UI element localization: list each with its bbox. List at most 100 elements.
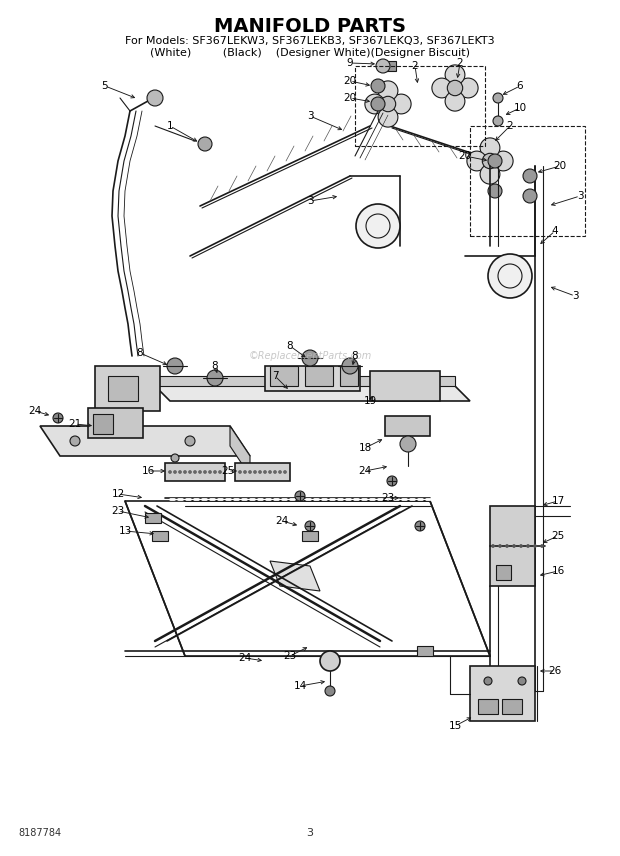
Bar — [305, 366, 333, 386]
Text: 6: 6 — [516, 81, 523, 91]
Circle shape — [494, 152, 513, 171]
Text: 3: 3 — [572, 291, 578, 301]
Circle shape — [493, 93, 503, 103]
Text: 8187784: 8187784 — [18, 828, 61, 838]
Circle shape — [371, 79, 385, 93]
Circle shape — [283, 471, 286, 473]
Circle shape — [505, 544, 508, 548]
Circle shape — [254, 471, 257, 473]
Circle shape — [523, 189, 537, 203]
Circle shape — [467, 152, 487, 171]
Circle shape — [167, 358, 183, 374]
Circle shape — [523, 169, 537, 183]
Text: 15: 15 — [448, 721, 462, 731]
Bar — [470, 126, 585, 236]
Circle shape — [203, 471, 206, 473]
Circle shape — [302, 350, 318, 366]
Bar — [340, 366, 358, 386]
Circle shape — [488, 254, 532, 298]
Circle shape — [188, 471, 192, 473]
Circle shape — [387, 476, 397, 486]
Text: 9: 9 — [347, 58, 353, 68]
Text: 18: 18 — [358, 443, 371, 453]
Circle shape — [193, 471, 197, 473]
Text: 24: 24 — [358, 466, 371, 476]
Circle shape — [482, 153, 498, 169]
Text: 8: 8 — [286, 341, 293, 351]
Text: 16: 16 — [141, 466, 154, 476]
Circle shape — [342, 358, 358, 374]
Circle shape — [171, 454, 179, 462]
Text: 24: 24 — [29, 406, 42, 416]
Circle shape — [526, 544, 529, 548]
Bar — [88, 408, 143, 438]
Circle shape — [488, 154, 502, 168]
Bar — [108, 376, 138, 401]
Text: 3: 3 — [307, 111, 313, 121]
Bar — [382, 61, 396, 71]
Text: 12: 12 — [112, 489, 125, 499]
Circle shape — [184, 471, 187, 473]
Circle shape — [198, 137, 212, 151]
Text: 2: 2 — [457, 58, 463, 68]
Bar — [235, 463, 290, 481]
Circle shape — [378, 81, 398, 101]
Text: 8: 8 — [352, 351, 358, 361]
Circle shape — [264, 471, 267, 473]
Circle shape — [541, 544, 544, 548]
Circle shape — [169, 471, 172, 473]
Polygon shape — [265, 366, 360, 391]
Circle shape — [458, 78, 478, 98]
Circle shape — [445, 65, 465, 85]
Polygon shape — [40, 426, 250, 456]
Circle shape — [295, 491, 305, 501]
Text: 7: 7 — [272, 371, 278, 381]
Circle shape — [376, 59, 390, 73]
Text: 23: 23 — [283, 651, 296, 661]
Circle shape — [207, 370, 223, 386]
Circle shape — [147, 90, 163, 106]
Circle shape — [198, 471, 202, 473]
Circle shape — [391, 94, 411, 114]
Bar — [417, 646, 433, 656]
Circle shape — [239, 471, 242, 473]
Text: 25: 25 — [551, 531, 565, 541]
Circle shape — [356, 204, 400, 248]
Circle shape — [259, 471, 262, 473]
Circle shape — [218, 471, 221, 473]
Bar — [355, 66, 485, 146]
Text: 21: 21 — [68, 419, 82, 429]
Text: 13: 13 — [118, 526, 131, 536]
Text: 2: 2 — [412, 61, 418, 71]
Text: 23: 23 — [381, 493, 394, 503]
Bar — [385, 416, 430, 436]
Circle shape — [70, 436, 80, 446]
Text: 3: 3 — [307, 196, 313, 206]
Text: 25: 25 — [221, 466, 234, 476]
Bar — [478, 699, 498, 714]
Text: 20: 20 — [343, 76, 356, 86]
Bar — [502, 699, 522, 714]
Circle shape — [213, 471, 216, 473]
Bar — [145, 513, 161, 523]
Circle shape — [371, 97, 385, 111]
Polygon shape — [155, 386, 470, 401]
Bar — [470, 666, 535, 721]
Circle shape — [185, 436, 195, 446]
Bar — [165, 463, 225, 481]
Text: 8: 8 — [211, 361, 218, 371]
Circle shape — [244, 471, 247, 473]
Polygon shape — [95, 366, 160, 411]
Circle shape — [445, 92, 465, 111]
Circle shape — [480, 164, 500, 184]
Text: 24: 24 — [275, 516, 289, 526]
Circle shape — [249, 471, 252, 473]
Text: For Models: SF367LEKW3, SF367LEKB3, SF367LEKQ3, SF367LEKT3: For Models: SF367LEKW3, SF367LEKB3, SF36… — [125, 36, 495, 46]
Circle shape — [400, 436, 416, 452]
Circle shape — [325, 686, 335, 696]
Text: (White)         (Black)    (Designer White)(Designer Biscuit): (White) (Black) (Designer White)(Designe… — [150, 48, 470, 58]
Bar — [152, 531, 168, 541]
Circle shape — [447, 80, 463, 96]
Text: ©ReplacementParts.com: ©ReplacementParts.com — [249, 351, 371, 361]
Circle shape — [278, 471, 281, 473]
